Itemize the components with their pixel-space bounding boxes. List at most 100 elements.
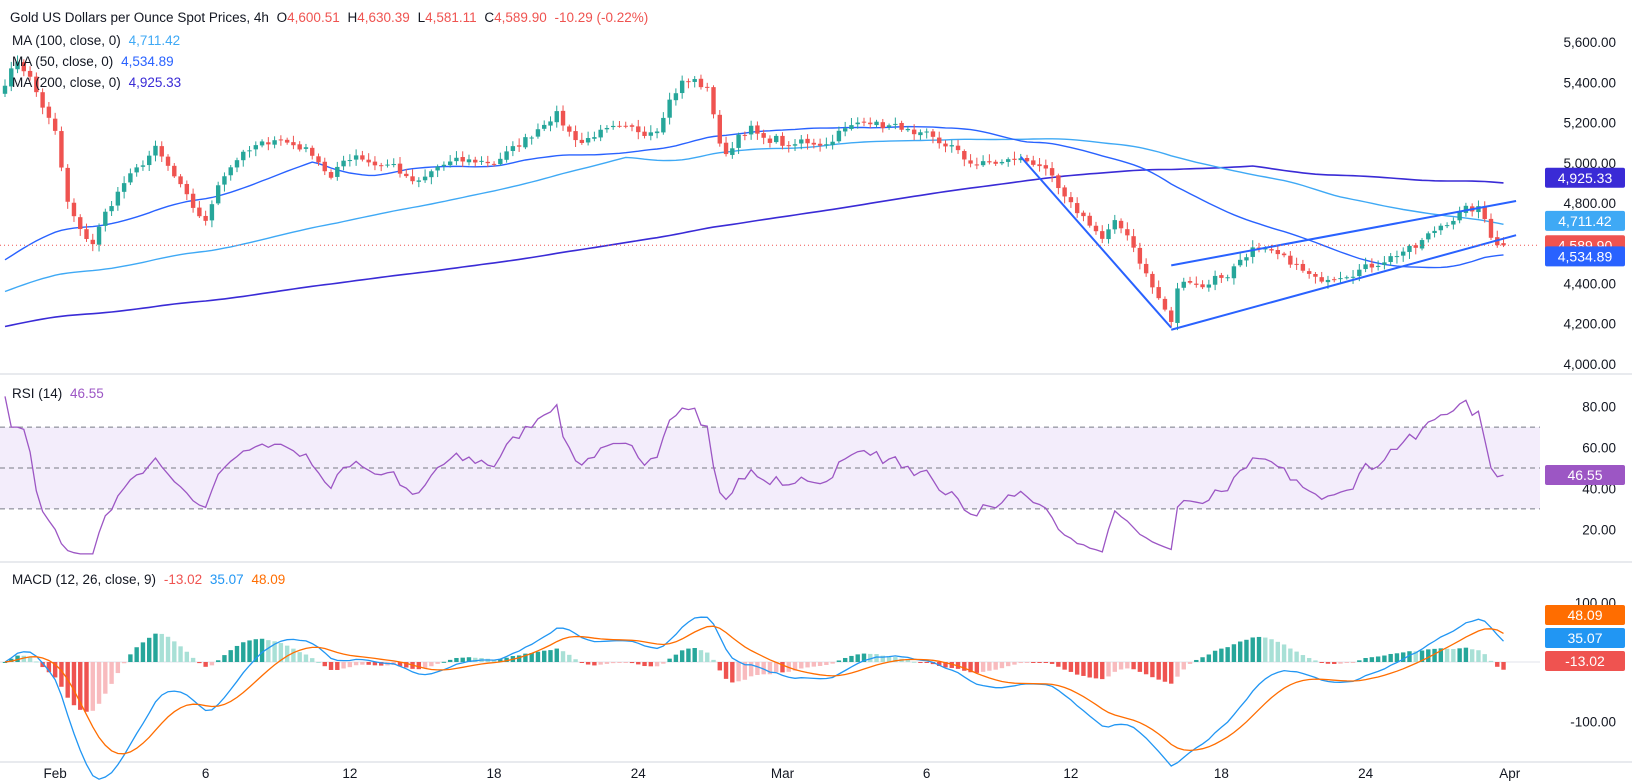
macd-histogram-bar [46,662,52,673]
macd-line-badge [1545,628,1625,648]
candle-body [1369,263,1375,268]
candle-body [1062,187,1067,197]
macd-histogram-bar [755,662,760,675]
ma50-line [4,125,1504,269]
ma200-line [4,165,1504,328]
macd-histogram-bar [598,662,603,665]
macd-histogram-bar [1106,662,1111,677]
candle-body [654,131,660,134]
macd-histogram-bar [673,654,679,662]
macd-histogram-bar [1300,655,1306,662]
macd-histogram-bar [272,641,277,662]
macd-histogram-bar [1219,648,1224,662]
macd-histogram-bar [516,655,522,662]
candle-body [128,173,133,183]
macd-histogram-bar [830,662,835,664]
candle-body [391,164,396,166]
price-axis-tick: 4,800.00 [1563,196,1616,211]
candle-body [15,61,20,70]
ma100-value: 4,711.42 [128,33,181,48]
macd-histogram-bar [1024,662,1030,663]
candle-body [849,125,854,129]
candle-body [585,138,591,143]
candle-body [598,129,603,138]
macd-histogram-bar [987,662,992,671]
macd-histogram-bar [422,662,428,669]
legend-macd[interactable]: MACD (12, 26, close, 9) -13.02 35.07 48.… [12,572,289,587]
macd-histogram-bar [473,657,478,662]
macd-histogram-bar [1056,662,1061,667]
candle-body [1212,275,1218,285]
candle-body [1269,249,1274,251]
macd-histogram-bar [855,654,860,662]
candle-body [184,183,190,195]
macd-histogram-bar [34,661,39,663]
macd-histogram-bar [824,662,829,665]
candle-body [172,165,177,177]
macd-axis-tick: -100.00 [1570,714,1616,729]
price-axis-tick: 4,200.00 [1563,317,1616,332]
time-axis-tick: 12 [342,766,357,781]
candle-body [987,161,992,163]
macd-histogram-bar [52,662,58,678]
macd-histogram-bar [178,646,183,662]
candle-body [1394,256,1400,258]
candle-body [1407,245,1412,252]
macd-line-value: 35.07 [209,572,244,587]
candle-body [372,161,378,166]
symbol-title: Gold US Dollars per Ounce Spot Prices, 4… [10,10,269,25]
candle-body [1131,236,1136,248]
candle-body [905,128,911,131]
candle-body [792,144,798,146]
legend-ma200[interactable]: MA (200, close, 0) 4,925.33 [12,75,185,90]
macd-histogram-bar [491,659,497,662]
macd-histogram-bar [9,658,14,662]
rsi-axis-tick: 80.00 [1582,400,1616,415]
candle-body [679,80,685,94]
rsi-label: RSI (14) [12,386,63,401]
legend-ma50[interactable]: MA (50, close, 0) 4,534.89 [12,54,178,69]
macd-histogram-bar [1256,636,1262,662]
close-value: 4,589.90 [494,10,547,25]
candle-body [71,202,77,217]
macd-histogram-bar [911,661,917,663]
candle-body [385,164,390,166]
candle-body [1169,310,1174,322]
macd-histogram-bar [27,657,33,662]
close-label: C [484,10,495,25]
macd-histogram-bar [241,642,246,662]
candle-body [723,142,729,155]
legend-ma100[interactable]: MA (100, close, 0) 4,711.42 [12,33,184,48]
candle-body [34,76,39,93]
candle-body [316,156,321,163]
macd-histogram-bar [1012,662,1017,665]
macd-histogram-bar [1068,662,1074,672]
candle-body [855,122,860,125]
candle-body [918,132,923,136]
macd-histogram-bar [190,657,196,662]
candle-body [209,204,215,221]
macd-histogram-bar [567,654,572,662]
macd-histogram-bar [259,638,265,662]
candle-body [999,161,1005,164]
trendline-decline [1019,156,1172,329]
macd-histogram-bar [805,662,810,668]
candle-body [567,126,572,132]
macd-histogram-bar [1375,656,1381,662]
candle-body [234,160,240,168]
macd-histogram-bar [943,662,948,668]
candle-body [1250,247,1255,257]
macd-histogram-bar [1413,651,1418,662]
legend-rsi[interactable]: RSI (14) 46.55 [12,386,108,401]
candle-body [893,123,898,125]
time-axis-tick: Apr [1499,766,1521,781]
candle-body [642,131,647,136]
macd-histogram-bar [1476,650,1481,662]
macd-histogram-bar [711,659,716,662]
candle-body [937,137,942,144]
macd-histogram-bar [40,662,45,668]
candle-body [1325,279,1331,283]
candle-body [1112,220,1117,230]
macd-histogram-bar [266,640,271,662]
